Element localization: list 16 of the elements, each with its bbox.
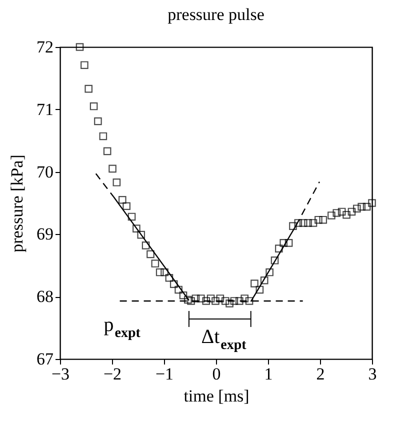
- y-tick-label: 72: [36, 38, 54, 56]
- x-tick-label: −1: [155, 364, 174, 384]
- y-axis-title: pressure [kPa]: [8, 154, 26, 252]
- chart-title: pressure pulse: [168, 5, 264, 24]
- y-tick-label: 67: [36, 350, 54, 368]
- x-tick-label: −3: [51, 364, 70, 384]
- x-tick-label: 0: [212, 364, 221, 384]
- y-tick-label: 71: [36, 100, 54, 119]
- y-tick-label: 69: [36, 224, 54, 244]
- x-tick-label: 1: [264, 364, 273, 384]
- x-tick-label: 3: [368, 364, 377, 384]
- y-tick-label: 70: [36, 162, 54, 182]
- y-tick-label: 68: [36, 287, 54, 306]
- x-tick-label: 2: [316, 364, 325, 384]
- x-tick-label: −2: [103, 364, 122, 384]
- x-axis-title: time [ms]: [184, 386, 250, 406]
